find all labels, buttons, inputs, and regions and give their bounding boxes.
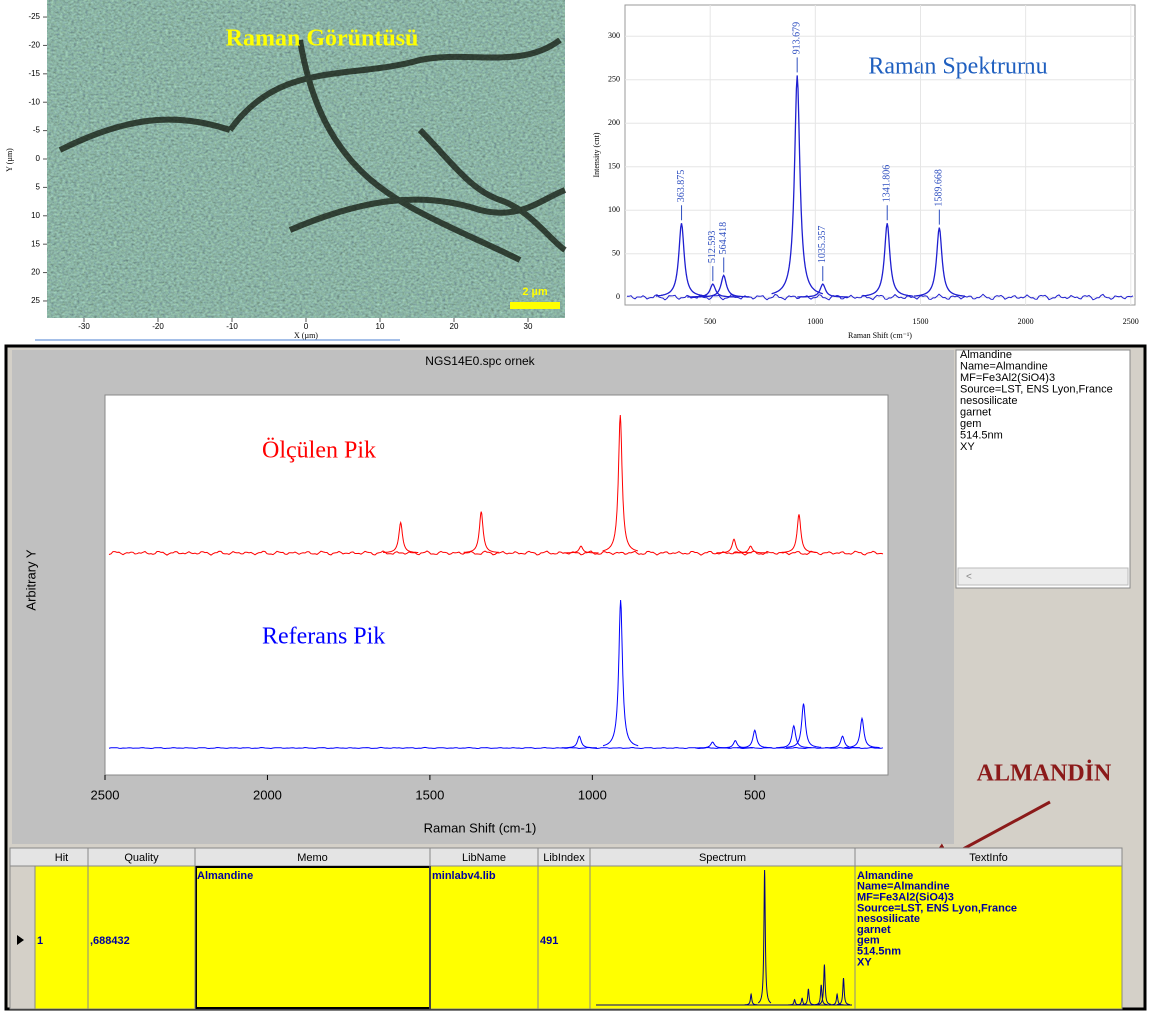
cell-quality: ,688432 [90, 935, 130, 947]
x-tick-label: 1500 [912, 317, 928, 326]
callout: ALMANDİN [977, 761, 1112, 787]
window-title: NGS14E0.spc ornek [425, 354, 535, 368]
y-tick-label: -15 [28, 69, 40, 78]
peak-label: 913.679 [791, 22, 802, 55]
info-line: MF=Fe3Al2(SiO4)3 [960, 372, 1055, 384]
y-tick-label: 0 [616, 292, 620, 301]
y-tick-label: 25 [31, 296, 40, 305]
y-tick-label: 250 [608, 75, 620, 84]
y-tick-label: 300 [608, 31, 620, 40]
x-tick-label: 10 [376, 322, 385, 331]
y-tick-label: 100 [608, 205, 620, 214]
spectrum-title: Raman Spektrumu [868, 54, 1047, 80]
y-tick-label: 200 [608, 118, 620, 127]
column-header: Spectrum [699, 852, 746, 864]
x-tick-label: -30 [78, 322, 90, 331]
column-header: Quality [124, 852, 159, 864]
y-axis-label: Y (µm) [5, 148, 14, 172]
info-line: Name=Almandine [960, 360, 1048, 372]
x-tick-label: 20 [450, 322, 459, 331]
y-axis-label: Intensity (cnt) [592, 132, 601, 177]
column-header: LibName [462, 852, 506, 864]
y-tick-label: 50 [612, 249, 620, 258]
y-tick-label: 0 [36, 154, 41, 163]
cell-memo: Almandine [197, 870, 253, 882]
series-annotation: Ölçülen Pik [262, 438, 376, 464]
column-header: TextInfo [969, 852, 1008, 864]
x-tick-label: 2500 [1123, 317, 1139, 326]
cell-textinfo-line: XY [857, 956, 872, 968]
peak-label: 564.418 [718, 222, 729, 255]
x-tick-label: -20 [152, 322, 164, 331]
x-tick-label: 500 [704, 317, 716, 326]
info-line: 514.5nm [960, 429, 1003, 441]
x-tick-label: -10 [226, 322, 238, 331]
x-axis-label: Raman Shift (cm-1) [424, 820, 537, 835]
scale-bar [510, 302, 560, 309]
x-tick-label: 2000 [1018, 317, 1034, 326]
row-selector[interactable] [10, 866, 35, 1009]
info-line: Source=LST, ENS Lyon,France [960, 383, 1113, 395]
y-tick-label: 15 [31, 239, 40, 248]
x-tick-label: 2500 [91, 787, 120, 802]
info-line: garnet [960, 406, 991, 418]
info-line: gem [960, 418, 981, 430]
x-tick-label: 500 [744, 787, 766, 802]
peak-label: 363.875 [676, 170, 687, 203]
info-line: XY [960, 441, 975, 453]
x-tick-label: 2000 [253, 787, 282, 802]
y-axis-label: Arbitrary Y [23, 549, 38, 610]
peak-label: 512.593 [707, 231, 718, 264]
y-tick-label: -25 [28, 12, 40, 21]
x-axis-label: X (µm) [294, 331, 318, 340]
x-axis-label: Raman Shift (cm⁻¹) [848, 331, 912, 340]
y-tick-label: -10 [28, 97, 40, 106]
scrollbar[interactable] [958, 568, 1128, 585]
cell-libindex: 491 [540, 935, 558, 947]
column-header: Memo [297, 852, 328, 864]
peak-label: 1341.806 [882, 165, 893, 203]
peak-label: 1035.357 [817, 226, 828, 264]
peak-label: 1589.668 [934, 169, 945, 207]
scroll-arrow[interactable]: < [966, 572, 972, 583]
cell-libname: minlabv4.lib [432, 870, 496, 882]
y-tick-label: 10 [31, 211, 40, 220]
x-tick-label: 1000 [578, 787, 607, 802]
table-row[interactable] [10, 866, 1122, 1009]
image-title: Raman Görüntüsü [226, 26, 419, 52]
column-header: Hit [55, 852, 68, 864]
y-tick-label: -20 [28, 41, 40, 50]
plot-area [105, 395, 888, 775]
scale-bar-label: 2 µm [522, 286, 548, 298]
figure: Raman Görüntüsü 2 µm Y (µm) X (µm) Raman… [0, 0, 1151, 1011]
y-tick-label: 5 [36, 183, 41, 192]
y-tick-label: 20 [31, 268, 40, 277]
x-tick-label: 0 [304, 322, 309, 331]
spectrum-plot-area [625, 5, 1135, 305]
x-tick-label: 1000 [807, 317, 823, 326]
column-header: LibIndex [543, 852, 585, 864]
x-tick-label: 1500 [415, 787, 444, 802]
series-annotation: Referans Pik [262, 624, 385, 650]
y-tick-label: -5 [33, 126, 41, 135]
y-tick-label: 150 [608, 162, 620, 171]
cell-hit: 1 [37, 935, 43, 947]
x-tick-label: 30 [524, 322, 533, 331]
info-line: Almandine [960, 349, 1012, 361]
info-line: nesosilicate [960, 395, 1017, 407]
page: Raman Görüntüsü 2 µm Y (µm) X (µm) Raman… [0, 0, 1151, 1011]
